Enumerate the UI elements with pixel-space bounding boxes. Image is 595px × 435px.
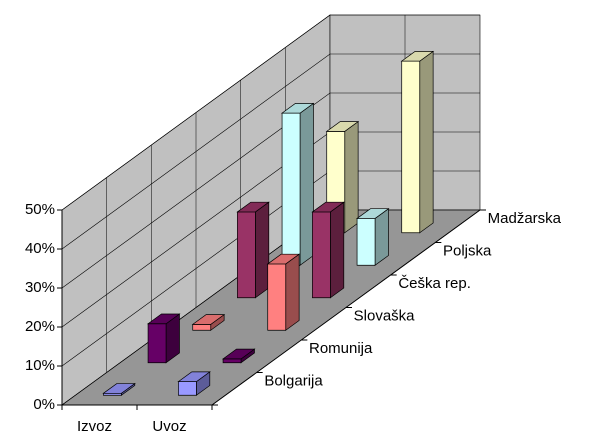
bar-top [325, 121, 360, 132]
bar-front [312, 211, 331, 299]
bar-top [146, 313, 181, 325]
bar-front [356, 218, 376, 266]
bar [177, 371, 211, 396]
bar-top [311, 201, 345, 213]
bar-side [285, 253, 300, 331]
series-label: Slovaška [354, 308, 416, 325]
x-tick-label: Uvoz [152, 418, 186, 435]
bar [191, 313, 226, 331]
bar [355, 208, 390, 266]
bar-top [400, 51, 435, 62]
bar-top [177, 371, 211, 382]
bar [280, 102, 315, 266]
y-tick-label: 0% [33, 396, 55, 413]
y-tick-label: 20% [25, 318, 55, 335]
y-tick-label: 30% [25, 279, 55, 296]
bar-top [280, 103, 315, 114]
bar-front [401, 60, 421, 234]
y-tick-label: 50% [25, 201, 55, 218]
bar [311, 201, 345, 299]
bar-top [221, 348, 256, 360]
bar-front [237, 211, 256, 299]
bar-side [299, 102, 314, 266]
y-tick-label: 10% [25, 357, 55, 374]
series-label: Bolgarija [264, 373, 323, 390]
bar [400, 50, 435, 234]
bar-side [344, 120, 359, 234]
bar-front [178, 381, 197, 396]
bar-front [147, 323, 167, 364]
bar-top [102, 383, 136, 394]
bar-side [419, 50, 434, 234]
bar-side [255, 201, 270, 299]
bar-top [355, 208, 390, 219]
x-tick-label: Izvoz [77, 418, 112, 435]
bar [102, 382, 136, 396]
series-label: Češka rep. [398, 275, 471, 292]
bar [221, 348, 256, 364]
bar [266, 253, 301, 331]
bar-side [330, 201, 345, 299]
grid-line [61, 14, 480, 211]
bar-front [192, 324, 212, 331]
bar-front [267, 263, 287, 331]
bar-top [266, 253, 301, 265]
y-tick-label: 40% [25, 240, 55, 257]
bar-top [236, 201, 270, 213]
series-label: Madžarska [488, 210, 562, 227]
bar-front [222, 358, 242, 364]
bar-top [191, 314, 226, 325]
bar [146, 313, 181, 364]
series-label: Romunija [309, 340, 373, 357]
bar [236, 201, 270, 299]
series-label: Poljska [443, 243, 492, 260]
bar-front [281, 112, 301, 266]
